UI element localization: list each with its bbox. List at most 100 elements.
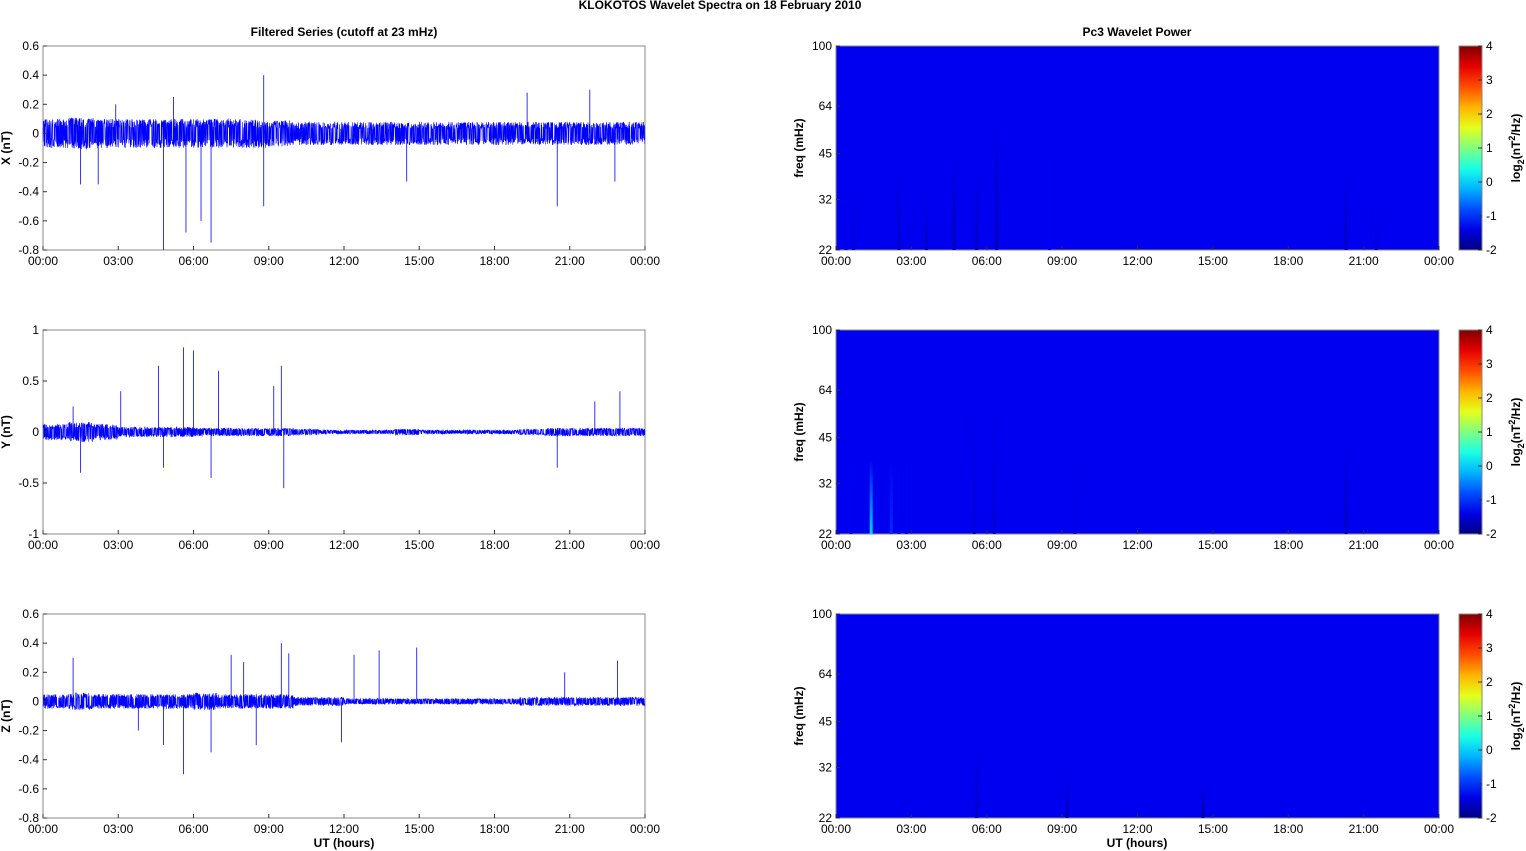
plot-area	[42, 45, 646, 251]
x-tick-label: 09:00	[1047, 254, 1077, 268]
y-tick-label: 0.2	[22, 97, 39, 111]
spectrogram-streak	[869, 460, 873, 534]
x-tick-label: 12:00	[1122, 254, 1152, 268]
colorbar-tick-label: 2	[1486, 675, 1493, 689]
y-tick-label: 0	[32, 425, 39, 439]
spectrogram-streak	[849, 437, 853, 534]
y-axis-label: freq (mHz)	[792, 118, 806, 177]
x-tick-label: 03:00	[896, 254, 926, 268]
x-tick-label: 00:00	[821, 822, 851, 836]
y-tick-label: 64	[819, 667, 833, 681]
x-tick-label: 18:00	[479, 538, 509, 552]
x-tick-label: 09:00	[254, 254, 284, 268]
x-tick-label: 12:00	[329, 538, 359, 552]
y-axis-label: Y (nT)	[0, 415, 13, 449]
colorbar-tick-label: 1	[1486, 425, 1493, 439]
spectrogram-streak	[889, 460, 893, 534]
series-line-y	[42, 421, 646, 443]
figure-title: KLOKOTOS Wavelet Spectra on 18 February …	[579, 0, 862, 12]
left-xlabel: UT (hours)	[314, 836, 375, 850]
x-tick-label: 06:00	[972, 254, 1002, 268]
x-tick-label: 00:00	[630, 254, 660, 268]
y-tick-label: -1	[28, 527, 39, 541]
x-tick-label: 03:00	[896, 822, 926, 836]
spectrogram-streak	[995, 114, 999, 250]
colorbar-tick-label: 0	[1486, 459, 1493, 473]
x-tick-label: 06:00	[972, 822, 1002, 836]
colorbar-label: log2(nT2/Hz)	[1507, 682, 1526, 751]
colorbar-tick-label: 4	[1486, 39, 1493, 53]
x-tick-label: 09:00	[254, 822, 284, 836]
spectrogram-streak	[924, 187, 928, 250]
spectrogram-streak	[844, 169, 848, 250]
spectrogram-streak	[897, 169, 901, 250]
y-tick-label: 22	[819, 243, 833, 257]
y-tick-label: -0.4	[18, 753, 39, 767]
left-column-title: Filtered Series (cutoff at 23 mHz)	[251, 25, 438, 39]
x-tick-label: 21:00	[555, 822, 585, 836]
plot-area	[42, 613, 646, 819]
x-tick-label: 21:00	[1349, 538, 1379, 552]
colorbar-label: log2(nT2/Hz)	[1507, 398, 1526, 467]
colorbar-tick-label: 2	[1486, 391, 1493, 405]
spectrogram-streak	[975, 169, 979, 250]
x-tick-label: 00:00	[28, 254, 58, 268]
x-tick-label: 06:00	[178, 822, 208, 836]
series-panel-x: 0.6 0.4 0.2 0 -0.2 -0.4 -0.6 -0.8 X (nT) 00:00 03:…	[0, 39, 660, 268]
spectrogram-streak	[975, 751, 979, 818]
x-tick-label: 18:00	[1273, 538, 1303, 552]
x-tick-label: 15:00	[1198, 254, 1228, 268]
colorbar-tick-label: -1	[1486, 493, 1497, 507]
y-tick-label: 45	[819, 431, 833, 445]
x-tick-label: 09:00	[254, 538, 284, 552]
colorbar-tick-label: -1	[1486, 777, 1497, 791]
spectrogram-streak	[1065, 776, 1069, 818]
y-tick-label: -0.2	[18, 724, 39, 738]
y-tick-label: 22	[819, 811, 833, 825]
spectrogram-streak	[972, 403, 976, 534]
y-tick-label: 32	[819, 193, 833, 207]
x-tick-label: 00:00	[630, 822, 660, 836]
colorbar-tick-label: 3	[1486, 357, 1493, 371]
y-tick-label: -0.6	[18, 214, 39, 228]
x-tick-label: 21:00	[1349, 254, 1379, 268]
x-tick-label: 12:00	[1122, 538, 1152, 552]
x-tick-label: 15:00	[1198, 822, 1228, 836]
y-tick-label: 45	[819, 147, 833, 161]
x-tick-label: 18:00	[479, 822, 509, 836]
colorbar-tick-label: -1	[1486, 209, 1497, 223]
y-axis-label: Z (nT)	[0, 699, 13, 732]
y-tick-label: 100	[812, 39, 832, 53]
x-tick-label: 15:00	[1198, 538, 1228, 552]
y-tick-label: 45	[819, 715, 833, 729]
y-tick-label: -0.6	[18, 782, 39, 796]
colorbar-tick-label: 0	[1486, 743, 1493, 757]
series-line-x	[42, 117, 646, 150]
y-axis-label: freq (mHz)	[792, 402, 806, 461]
x-tick-label: 00:00	[1424, 538, 1454, 552]
spectrogram-streak	[904, 437, 908, 534]
y-tick-label: 100	[812, 323, 832, 337]
y-tick-label: 22	[819, 527, 833, 541]
x-tick-label: 06:00	[178, 538, 208, 552]
colorbar-tick-label: 4	[1486, 607, 1493, 621]
spectrogram-background	[835, 613, 1440, 819]
y-tick-label: 0	[32, 694, 39, 708]
colorbar-tick-label: 3	[1486, 73, 1493, 87]
spectrogram-streak	[852, 187, 856, 250]
y-axis-label: X (nT)	[0, 131, 13, 165]
y-tick-label: 64	[819, 99, 833, 113]
x-tick-label: 12:00	[1122, 822, 1152, 836]
y-tick-label: -0.8	[18, 811, 39, 825]
colorbar-label: log2(nT2/Hz)	[1507, 114, 1526, 183]
series-panel-z: 0.6 0.4 0.2 0 -0.2 -0.4 -0.6 -0.8 Z (nT) 00:00 03:…	[0, 607, 660, 836]
y-tick-label: 0.5	[22, 374, 39, 388]
x-tick-label: 03:00	[103, 538, 133, 552]
x-tick-label: 00:00	[821, 538, 851, 552]
x-tick-label: 18:00	[479, 254, 509, 268]
x-tick-label: 12:00	[329, 822, 359, 836]
